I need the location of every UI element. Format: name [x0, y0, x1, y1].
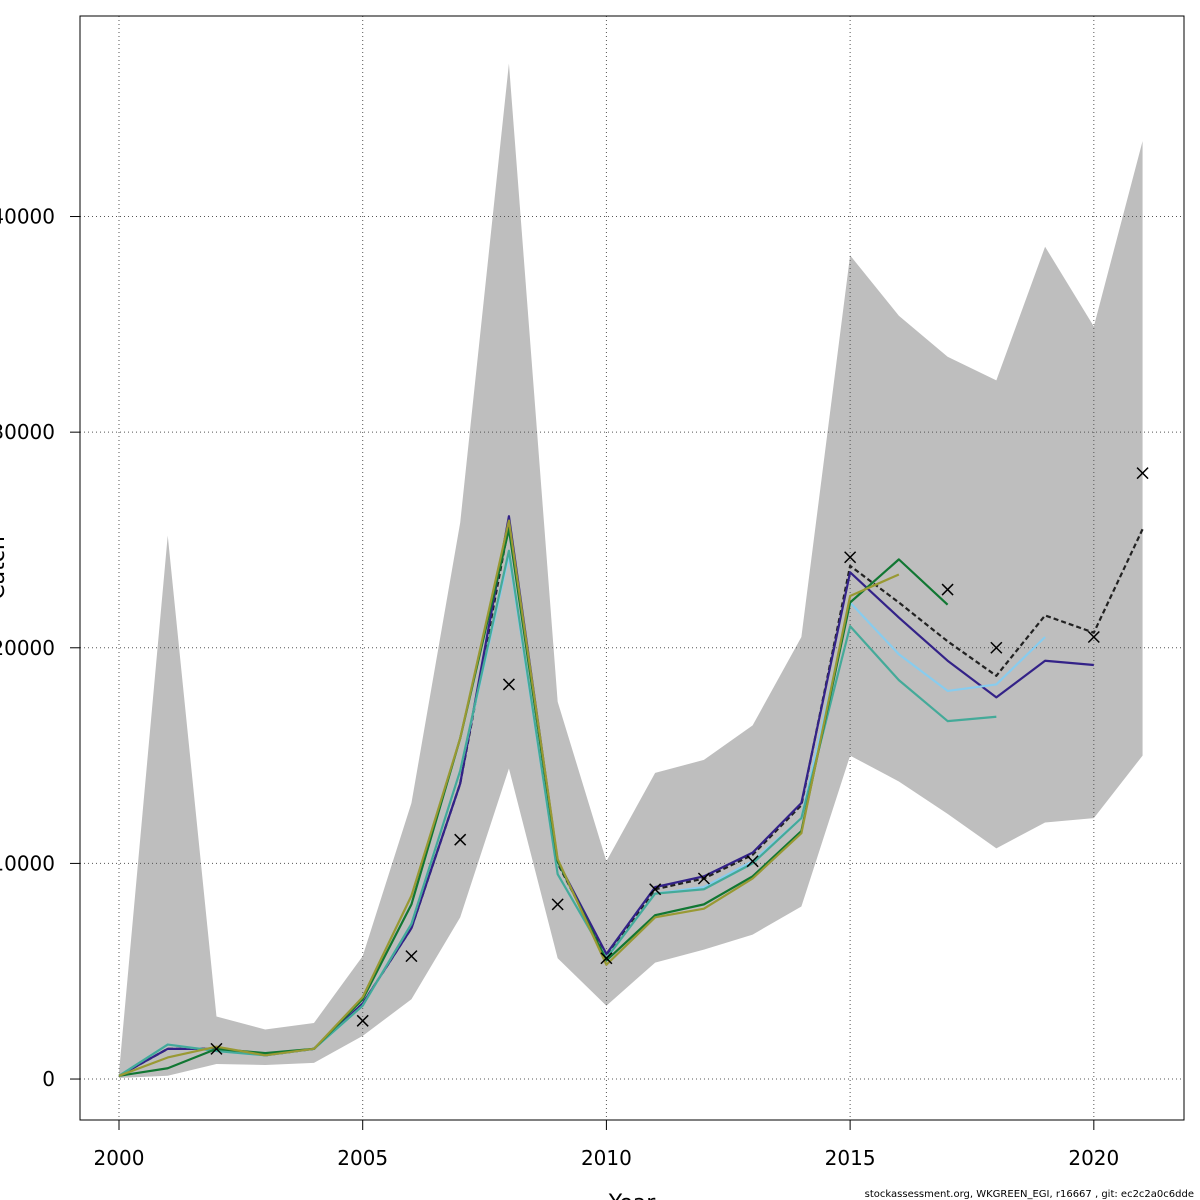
observation-marker	[210, 1042, 223, 1055]
marker-stroke	[600, 952, 613, 965]
observation-marker	[697, 872, 710, 885]
grid-layer	[80, 16, 1184, 1120]
x-tick-label: 2010	[581, 1146, 632, 1170]
marker-stroke	[454, 833, 467, 846]
observation-marker	[844, 551, 857, 564]
marker-stroke	[941, 583, 954, 596]
y-tick-label: 0	[42, 1067, 55, 1091]
confidence-band-layer	[118, 63, 1143, 1078]
observation-marker	[600, 952, 613, 965]
marker-stroke	[405, 950, 418, 963]
observation-marker	[454, 833, 467, 846]
series-line-5	[118, 519, 900, 1077]
observation-marker	[1136, 467, 1149, 480]
marker-stroke	[1136, 467, 1149, 480]
y-tick-label: 10000	[0, 851, 55, 875]
marker-stroke	[210, 1042, 223, 1055]
observation-marker	[551, 898, 564, 911]
observation-marker	[502, 678, 515, 691]
observation-marker	[746, 855, 759, 868]
observation-marker	[1087, 630, 1100, 644]
plot-frame	[79, 15, 1185, 1121]
marker-stroke	[502, 678, 515, 691]
marker-stroke	[844, 551, 857, 564]
marker-stroke	[746, 855, 759, 868]
y-tick-label: 40000	[0, 205, 55, 229]
x-tick-label: 2005	[337, 1146, 388, 1170]
observation-marker	[649, 883, 662, 896]
x-tick-label: 2000	[94, 1146, 145, 1170]
observation-marker	[356, 1014, 369, 1027]
observation-marker	[941, 583, 954, 596]
observation-marker	[405, 950, 418, 963]
x-tick-label: 2015	[825, 1146, 876, 1170]
y-axis-title: Catch	[0, 536, 10, 600]
confidence-band	[118, 63, 1143, 1078]
marker-stroke	[551, 898, 564, 911]
y-tick-label: 30000	[0, 420, 55, 444]
observation-layer	[210, 467, 1149, 1055]
footer-credit: stockassessment.org, WKGREEN_EGI, r16667…	[865, 1189, 1194, 1200]
x-tick-label: 2020	[1068, 1146, 1119, 1170]
marker-stroke	[1087, 630, 1100, 644]
marker-stroke	[990, 641, 1003, 654]
series-layer	[118, 515, 1144, 1077]
observation-marker	[990, 641, 1003, 654]
marker-stroke	[649, 883, 662, 896]
marker-stroke	[356, 1014, 369, 1027]
x-axis-title: Year	[608, 1191, 657, 1200]
marker-stroke	[697, 872, 710, 885]
